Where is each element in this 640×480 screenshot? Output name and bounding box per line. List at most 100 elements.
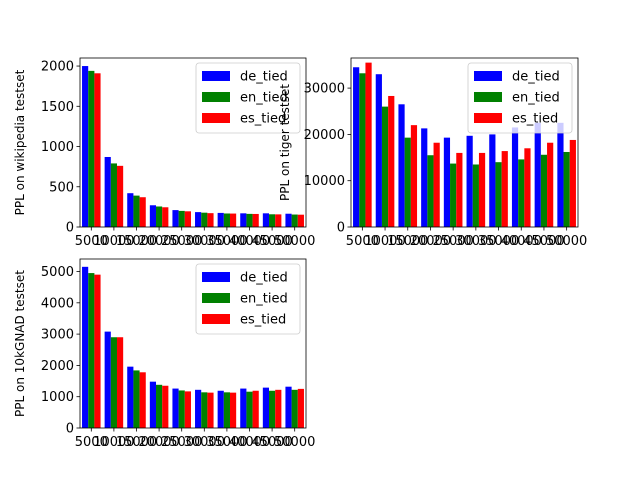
x-tick-label: 15000 [116, 435, 157, 450]
bar-en_tied-50000 [291, 214, 298, 227]
y-tick-label: 1500 [41, 100, 74, 115]
x-tick-label: 35000 [206, 234, 247, 249]
y-tick-label: 4000 [41, 296, 74, 311]
bar-es_tied-50000 [297, 388, 304, 428]
x-tick-label: 35000 [478, 234, 519, 249]
x-tick-label: 40000 [229, 435, 270, 450]
bar-de_tied-15000 [398, 104, 405, 227]
axes-frame [350, 57, 579, 228]
axes-frame [79, 57, 307, 228]
bar-de_tied-50000 [557, 122, 564, 227]
bar-en_tied-10000 [381, 106, 389, 227]
bar-es_tied-50000 [297, 214, 304, 227]
bar-es_tied-25000 [184, 211, 191, 227]
x-tick-label: 10000 [364, 234, 405, 249]
bar-es_tied-50000 [569, 139, 576, 227]
legend-label-de_tied: de_tied [240, 271, 288, 286]
bar-en_tied-20000 [156, 384, 163, 428]
x-tick-label: 25000 [432, 234, 473, 249]
legend-swatch-de_tied [202, 272, 230, 282]
bar-es_tied-45000 [275, 214, 282, 227]
bar-es_tied-5000 [94, 73, 101, 227]
bar-es_tied-30000 [207, 392, 214, 428]
legend-label-en_tied: en_tied [240, 292, 288, 307]
bar-de_tied-40000 [240, 388, 247, 428]
x-tick-label: 15000 [387, 234, 428, 249]
bar-de_tied-30000 [195, 389, 202, 428]
bar-en_tied-30000 [472, 164, 479, 227]
bar-en_tied-20000 [427, 155, 434, 227]
y-tick-label: 5000 [41, 265, 74, 280]
bar-es_tied-5000 [365, 62, 372, 227]
bar-de_tied-45000 [262, 387, 270, 428]
x-tick-label: 35000 [206, 435, 247, 450]
bar-es_tied-20000 [162, 385, 169, 428]
bar-en_tied-40000 [246, 391, 253, 428]
legend-swatch-en_tied [202, 92, 230, 102]
bar-en_tied-5000 [88, 273, 95, 428]
legend-label-es_tied: es_tied [240, 313, 286, 328]
x-tick-label: 20000 [410, 234, 451, 249]
bar-de_tied-10000 [375, 74, 382, 228]
bar-es_tied-20000 [162, 207, 169, 227]
x-tick-label: 10000 [93, 435, 134, 450]
bar-es_tied-40000 [252, 213, 259, 227]
y-tick-label: 20000 [304, 128, 345, 143]
bar-de_tied-25000 [172, 388, 179, 428]
bar-en_tied-40000 [518, 159, 525, 227]
bar-en_tied-35000 [223, 392, 230, 428]
bar-de_tied-15000 [127, 193, 134, 227]
bar-en_tied-15000 [133, 195, 140, 227]
x-tick-label: 30000 [184, 435, 225, 450]
y-axis-label: PPL on 10kGNAD testset [13, 270, 27, 417]
bar-de_tied-45000 [534, 122, 541, 227]
x-tick-label: 40000 [501, 234, 542, 249]
bar-de_tied-20000 [149, 205, 157, 227]
x-tick-label: 25000 [161, 234, 202, 249]
bar-en_tied-10000 [110, 337, 117, 428]
y-tick-label: 3000 [41, 328, 74, 343]
x-tick-label: 5000 [75, 234, 108, 249]
legend-swatch-de_tied [474, 71, 502, 81]
bar-en_tied-15000 [133, 370, 140, 428]
bar-de_tied-25000 [172, 210, 179, 227]
x-tick-label: 30000 [184, 234, 225, 249]
bar-de_tied-20000 [421, 128, 428, 227]
chart-panel-1: 0 500 1000 1500 2000 500010000150002000025000… [13, 57, 315, 249]
bar-de_tied-50000 [285, 386, 292, 428]
y-tick-label: 0 [66, 221, 74, 236]
x-tick-label: 45000 [251, 234, 292, 249]
legend-label-es_tied: es_tied [240, 112, 286, 127]
legend-label-de_tied: de_tied [240, 70, 288, 85]
bar-en_tied-50000 [563, 151, 570, 227]
bar-es_tied-40000 [524, 148, 531, 227]
legend-swatch-es_tied [202, 314, 230, 324]
y-tick-label: 0 [337, 221, 345, 236]
x-tick-label: 15000 [116, 234, 157, 249]
bar-en_tied-10000 [110, 163, 117, 227]
bar-en_tied-50000 [291, 389, 298, 428]
legend-label-de_tied: de_tied [512, 70, 560, 85]
legend-label-en_tied: en_tied [240, 91, 288, 106]
x-tick-label: 50000 [274, 234, 315, 249]
bar-de_tied-35000 [217, 212, 224, 227]
y-tick-label: 500 [49, 180, 74, 195]
chart-panel-3: 0100020003000400050005000100001500020000… [13, 258, 315, 450]
bar-es_tied-10000 [388, 95, 395, 227]
bar-es_tied-45000 [275, 389, 282, 428]
y-tick-label: 1000 [41, 390, 74, 405]
bar-de_tied-25000 [443, 137, 451, 227]
x-tick-label: 40000 [229, 234, 270, 249]
bar-es_tied-5000 [94, 274, 101, 428]
bar-en_tied-5000 [88, 70, 95, 227]
x-tick-label: 45000 [251, 435, 292, 450]
x-tick-label: 5000 [75, 435, 108, 450]
bar-es_tied-40000 [252, 390, 259, 428]
bar-en_tied-45000 [269, 214, 276, 227]
bar-en_tied-25000 [178, 210, 185, 227]
y-tick-label: 1000 [41, 140, 74, 155]
bar-es_tied-25000 [184, 391, 191, 428]
bar-de_tied-5000 [353, 67, 360, 227]
bar-de_tied-45000 [262, 213, 270, 227]
x-tick-label: 25000 [161, 435, 202, 450]
